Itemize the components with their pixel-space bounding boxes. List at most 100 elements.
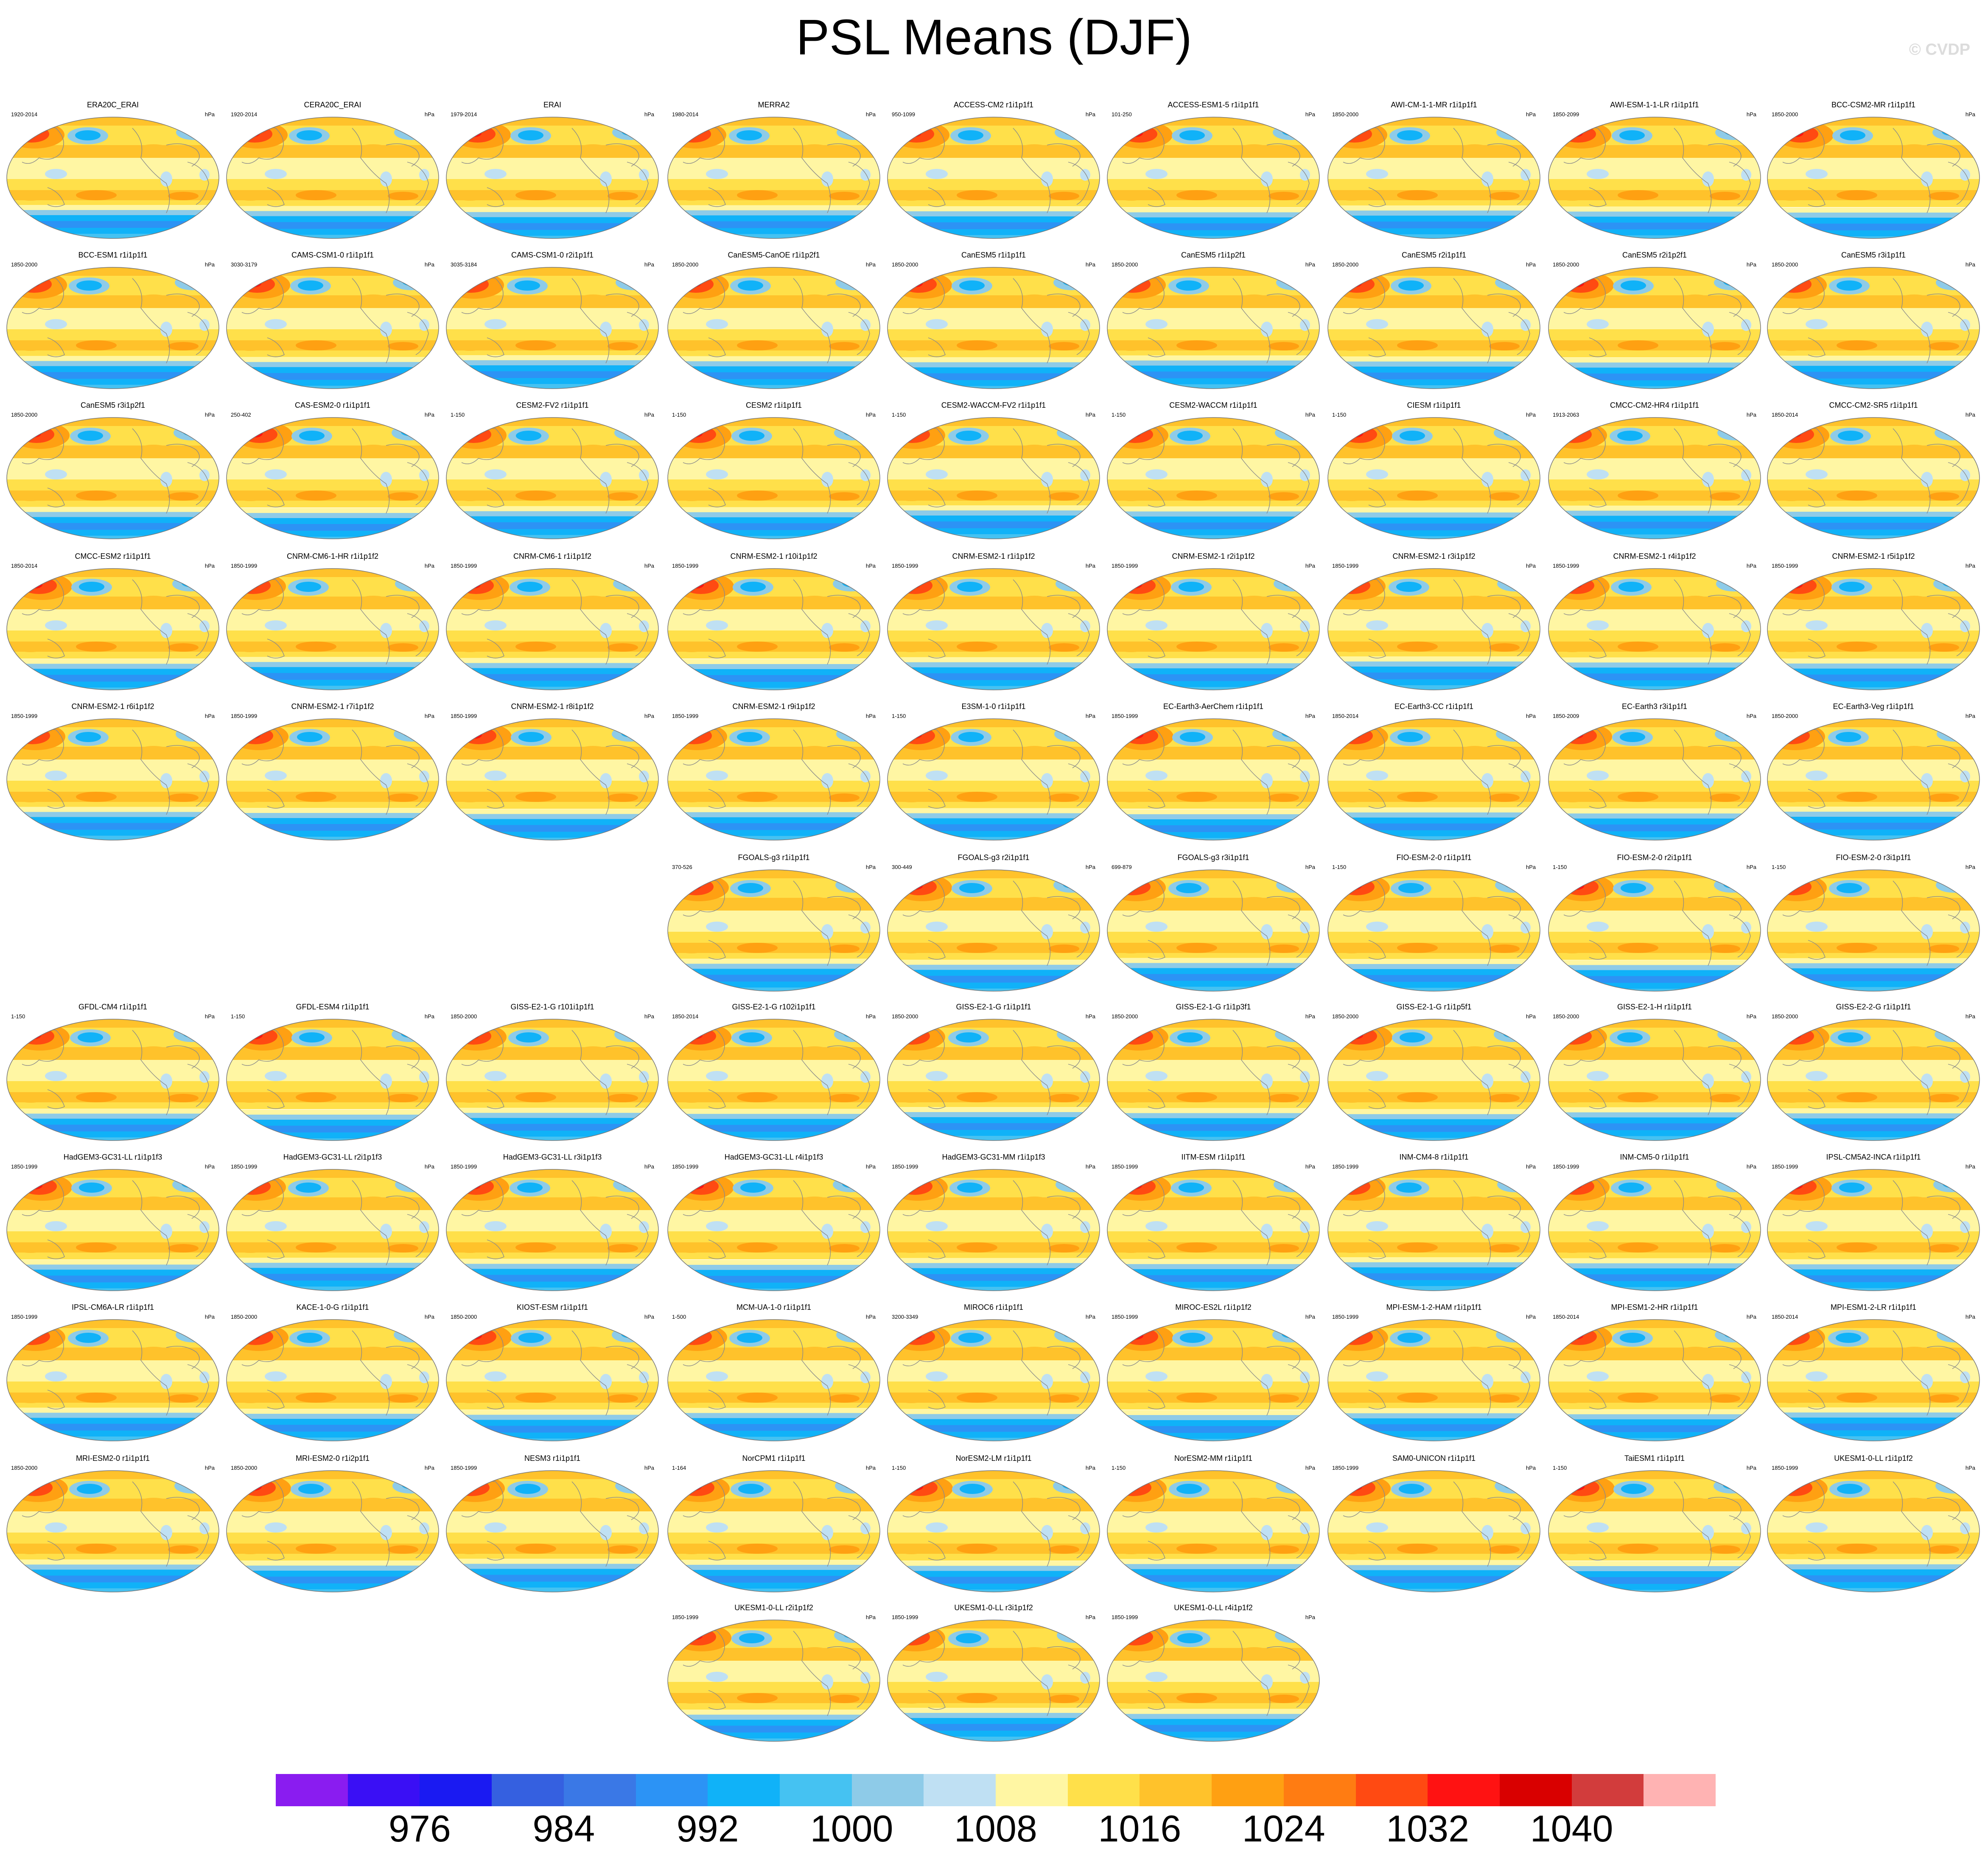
map-outline — [1548, 1319, 1761, 1441]
pressure-band — [1767, 1118, 1980, 1125]
subtropical-high — [238, 193, 263, 201]
subtropical-high — [1118, 795, 1144, 802]
psl-map — [1107, 1319, 1320, 1441]
pressure-band — [1107, 1564, 1319, 1570]
coastline — [1266, 1496, 1300, 1520]
high-pressure-region — [1548, 1023, 1607, 1051]
icelandic-low-core — [843, 1029, 864, 1038]
aleutian-low-core — [517, 1183, 543, 1193]
coastline — [1808, 1239, 1826, 1259]
pressure-band — [1548, 1258, 1761, 1264]
panel-title: CMCC-ESM2 r1i1p1f1 — [75, 552, 151, 560]
tropical-low — [600, 1525, 612, 1540]
pressure-band — [1548, 1253, 1761, 1259]
icelandic-low-core — [403, 729, 423, 737]
high-pressure-peak — [1569, 280, 1584, 287]
pressure-band — [227, 1210, 439, 1232]
tropical-low — [926, 1221, 948, 1231]
tropical-low — [484, 1221, 507, 1231]
coastline — [47, 1239, 65, 1259]
pressure-band — [1548, 235, 1761, 238]
panel-years: 1-150 — [672, 412, 686, 418]
subtropical-high — [1929, 1394, 1959, 1403]
colorbar-swatch — [636, 1774, 708, 1806]
map-outline — [1107, 568, 1320, 690]
pressure-band — [7, 372, 219, 380]
icelandic-low — [1497, 1177, 1533, 1192]
coastline — [1047, 1195, 1081, 1219]
tropical-low — [1145, 1071, 1168, 1081]
subtropical-high — [1268, 492, 1299, 501]
pressure-band — [7, 1269, 219, 1277]
pressure-band — [1767, 517, 1980, 524]
high-pressure-region — [888, 1023, 945, 1051]
pressure-band — [668, 1533, 880, 1544]
panel-units: hPa — [865, 1614, 876, 1620]
panel-title: GISS-E2-1-G r1i1p1f1 — [956, 1003, 1031, 1011]
tropical-low — [1960, 771, 1970, 782]
pressure-band — [7, 1588, 219, 1592]
pressure-band — [227, 1554, 439, 1561]
subtropical-high — [679, 1396, 704, 1403]
pressure-band — [668, 802, 880, 809]
psl-map — [226, 417, 439, 539]
psl-map — [887, 568, 1100, 690]
tropical-low — [265, 771, 287, 781]
subtropical-high — [76, 190, 117, 200]
pressure-band — [1767, 1253, 1980, 1259]
tropical-low — [1366, 319, 1388, 329]
high-pressure-core — [897, 1178, 932, 1195]
panel-title: CNRM-CM6-1-HR r1i1p1f2 — [286, 552, 379, 560]
coastline — [1674, 1330, 1712, 1416]
pressure-band — [888, 158, 1100, 180]
pressure-band — [1107, 1737, 1319, 1741]
tropical-low — [1300, 1371, 1310, 1383]
tropical-low — [706, 1672, 728, 1682]
icelandic-low-core — [185, 127, 206, 136]
map-outline — [226, 568, 439, 690]
icelandic-low-core — [185, 729, 205, 737]
subtropical-high — [1897, 445, 1931, 457]
panel-title: CESM2 r1i1p1f1 — [745, 401, 802, 409]
icelandic-low-core — [1727, 428, 1747, 436]
tropical-low — [1960, 319, 1970, 331]
pressure-band — [1328, 1286, 1540, 1291]
map-outline — [1107, 869, 1320, 992]
map-panel: IPSL-CM6A-LR r1i1p1f1 1850-1999 hPa — [5, 1303, 221, 1443]
pressure-band — [1328, 1418, 1540, 1425]
subtropical-high — [515, 792, 556, 802]
coastline — [793, 428, 831, 514]
colorbar-swatch — [1355, 1774, 1428, 1806]
subtropical-high — [1837, 490, 1877, 501]
coastline — [1266, 1045, 1300, 1069]
tropical-low — [600, 623, 612, 638]
tropical-low — [1041, 1674, 1053, 1690]
coastline — [1068, 1665, 1090, 1708]
icelandic-low-core — [1064, 127, 1084, 136]
aleutian-low-core — [1396, 1183, 1422, 1193]
pressure-band — [446, 1415, 658, 1421]
aleutian-low-core — [740, 1183, 766, 1193]
tropical-low — [380, 1374, 392, 1389]
subtropical-high — [296, 1544, 336, 1554]
pressure-band — [1107, 529, 1319, 536]
coastline — [1926, 1195, 1960, 1219]
high-pressure-core — [676, 1328, 712, 1345]
pressure-band — [1107, 384, 1319, 389]
pressure-band — [1767, 1564, 1980, 1570]
subtropical-high — [1678, 294, 1712, 306]
subtropical-high — [798, 746, 832, 758]
tropical-low — [1366, 771, 1388, 781]
colorbar-swatch — [1212, 1774, 1284, 1806]
subtropical-high — [457, 1095, 483, 1103]
pressure-band — [668, 817, 880, 824]
subtropical-high — [679, 1095, 704, 1103]
map-outline — [1767, 1319, 1980, 1441]
pressure-band — [888, 1554, 1100, 1561]
pressure-band — [1107, 663, 1319, 670]
subtropical-high — [1929, 1545, 1959, 1554]
aleutian-low-core — [1838, 431, 1863, 441]
icelandic-low — [1276, 275, 1312, 290]
panel-title: BCC-ESM1 r1i1p1f1 — [78, 251, 148, 259]
pressure-band — [668, 366, 880, 373]
